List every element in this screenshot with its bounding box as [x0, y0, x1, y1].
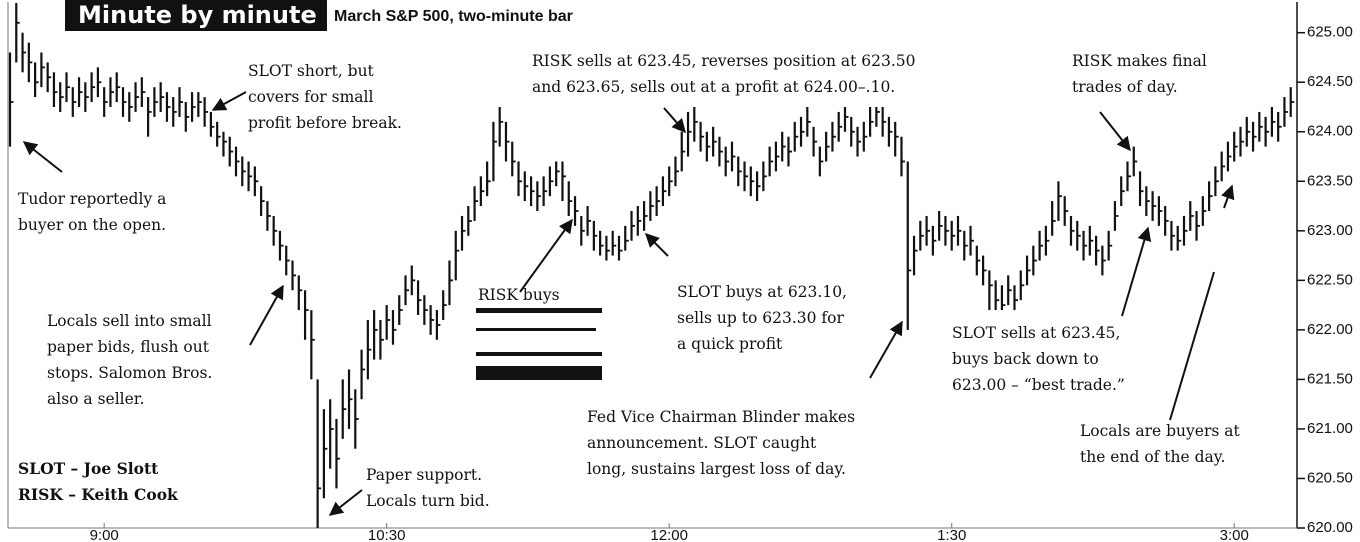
arrow [1169, 271, 1215, 421]
y-tick-label: 623.00 [1307, 222, 1353, 239]
annotation: announcement. SLOT caught [587, 434, 817, 452]
annotation: buys back down to [952, 350, 1099, 368]
annotation: Tudor reportedly a [18, 190, 166, 208]
x-tick-label: 3:00 [1220, 527, 1249, 542]
arrow [1099, 111, 1131, 152]
scribble-line [476, 352, 602, 356]
arrow [328, 489, 363, 516]
scribble-line [476, 308, 602, 313]
annotation: SLOT sells at 623.45, [952, 324, 1120, 342]
chart-title: Minute by minute [78, 1, 317, 29]
annotation: 623.00 – “best trade.” [952, 376, 1125, 394]
x-tick-label: 1:30 [937, 527, 966, 542]
arrow [1221, 184, 1235, 209]
annotation: covers for small [248, 88, 373, 106]
x-tick-label: 9:00 [90, 527, 119, 542]
x-tick-label: 12:00 [650, 527, 688, 542]
price-bars [8, 2, 1295, 528]
arrows [22, 91, 1235, 516]
annotation: profit before break. [248, 114, 402, 132]
arrow [869, 320, 903, 379]
y-tick-label: 625.00 [1307, 24, 1353, 41]
annotation: and 623.65, sells out at a profit at 624… [532, 78, 895, 96]
y-tick-label: 624.50 [1307, 73, 1353, 90]
key-entry: RISK – Keith Cook [18, 485, 178, 504]
arrow [1121, 226, 1152, 317]
annotation: Locals turn bid. [366, 492, 490, 510]
y-tick-label: 623.50 [1307, 172, 1353, 189]
annotation: trades of day. [1072, 78, 1178, 96]
annotation: a quick profit [677, 335, 783, 353]
y-tick-label: 621.50 [1307, 370, 1353, 387]
annotation: Paper support. [366, 466, 482, 484]
annotation: also a seller. [47, 390, 144, 408]
title-box [65, 0, 327, 31]
annotation: sells up to 623.30 for [677, 309, 844, 327]
annotation: SLOT short, but [248, 62, 375, 80]
y-tick-label: 622.00 [1307, 321, 1353, 338]
y-tick-label: 624.00 [1307, 123, 1353, 140]
y-tick-label: 622.50 [1307, 271, 1353, 288]
y-tick-label: 621.00 [1307, 420, 1353, 437]
annotation: buyer on the open. [18, 216, 166, 234]
x-tick-label: 10:30 [368, 527, 406, 542]
scribble-line [476, 366, 602, 380]
scribble [476, 308, 602, 380]
annotation: the end of the day. [1080, 448, 1225, 466]
annotation: RISK buys [478, 286, 560, 304]
annotation: RISK sells at 623.45, reverses position … [532, 52, 915, 70]
annotation: Locals sell into small [47, 312, 212, 330]
chart-subtitle: March S&P 500, two-minute bar [334, 8, 573, 25]
arrow [22, 141, 63, 173]
annotation: RISK makes final [1072, 52, 1207, 70]
scribble-line [476, 328, 596, 331]
y-tick-label: 620.00 [1307, 519, 1353, 536]
annotation: paper bids, flush out [47, 338, 210, 356]
arrow [663, 107, 686, 134]
annotation: SLOT buys at 623.10, [677, 283, 847, 301]
annotation: long, sustains largest loss of day. [587, 460, 846, 478]
y-tick-label: 620.50 [1307, 469, 1353, 486]
arrow [211, 91, 247, 111]
annotation: Locals are buyers at [1080, 422, 1241, 440]
annotation: Fed Vice Chairman Blinder makes [587, 408, 855, 426]
annotation: stops. Salomon Bros. [47, 364, 212, 382]
key-entry: SLOT – Joe Slott [18, 459, 159, 478]
arrow [249, 284, 284, 346]
arrow [519, 218, 573, 293]
arrow [645, 233, 669, 257]
